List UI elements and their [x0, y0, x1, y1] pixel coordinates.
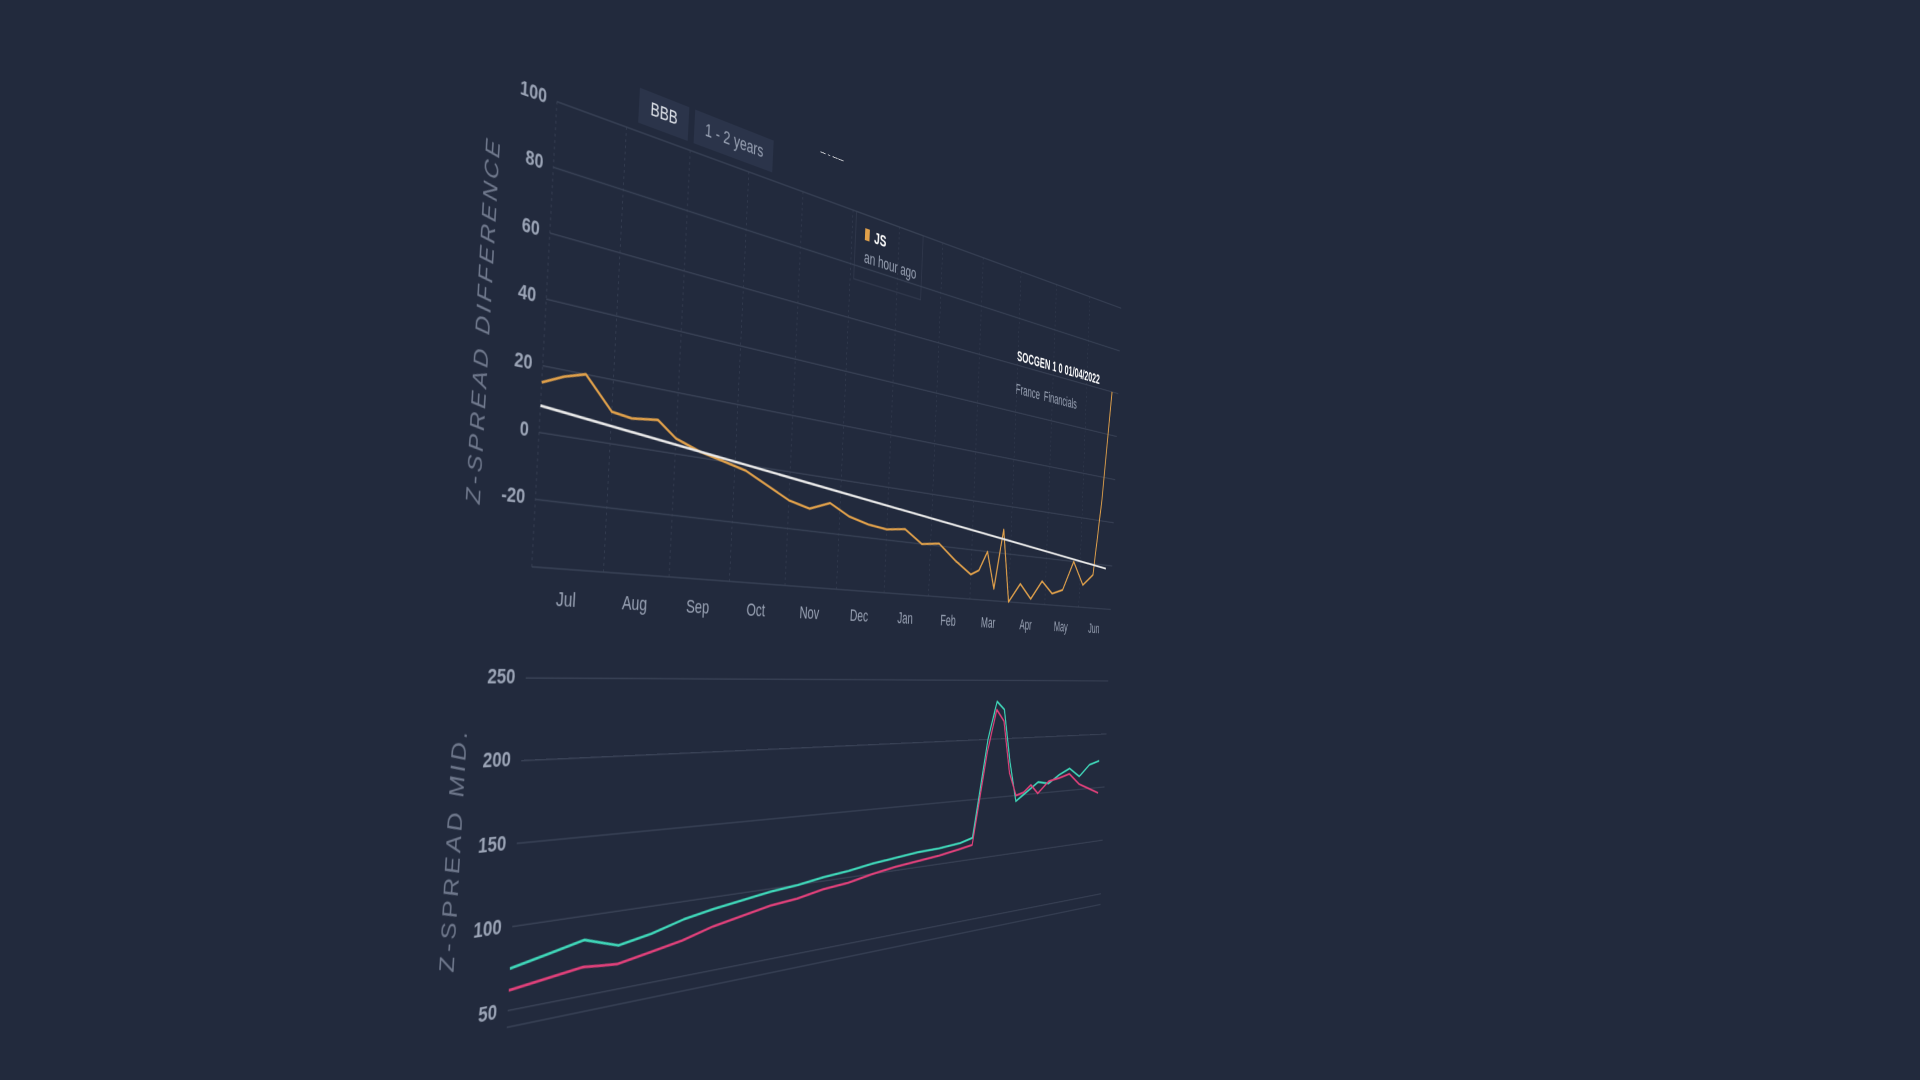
x-tick-label: Aug [621, 592, 647, 615]
note-icon [864, 228, 870, 242]
y-tick-label: -20 [501, 483, 526, 509]
grid-line [508, 894, 1101, 1011]
x-tick-label: Oct [746, 600, 766, 621]
note-time: an hour ago [864, 248, 917, 283]
data-line [509, 708, 1101, 991]
grid-line [557, 102, 1121, 309]
x-tick-label: Sep [686, 596, 710, 618]
grid-line [970, 258, 983, 599]
y-tick-label: 60 [521, 212, 540, 240]
x-tick-label: Apr [1019, 616, 1032, 633]
note-label: JS [874, 229, 887, 251]
grid-line [603, 127, 626, 572]
bond-sector: Financials [1044, 388, 1078, 412]
grid-line [512, 840, 1102, 926]
grid-line [884, 227, 899, 593]
tag[interactable]: BBB [638, 87, 690, 141]
grid-line [550, 233, 1118, 394]
bond-country: France [1015, 381, 1040, 403]
grid-line [526, 678, 1109, 681]
x-tick-label: Dec [849, 606, 868, 626]
y-tick-label: 150 [477, 831, 507, 858]
y-tick-label: 40 [517, 280, 536, 308]
tag[interactable]: 1 - 2 years [693, 109, 774, 173]
data-line [510, 700, 1101, 968]
x-tick-label: Nov [799, 603, 820, 623]
grid-line [553, 167, 1119, 351]
x-tick-label: Jan [897, 609, 913, 628]
grid-line [669, 150, 690, 576]
y-axis-title: Z-SPREAD DIFFERENCE [462, 133, 505, 506]
y-tick-label: 20 [514, 347, 533, 374]
grid-line [1009, 272, 1022, 602]
y-tick-label: 80 [525, 146, 544, 175]
grid-line [1045, 285, 1057, 605]
grid-line [729, 172, 748, 581]
grid-line [785, 192, 803, 586]
grid-line [535, 499, 1112, 566]
data-line [535, 406, 1108, 569]
y-tick-label: 50 [478, 999, 498, 1027]
x-tick-label: Jul [555, 588, 576, 612]
y-tick-label: 100 [473, 915, 503, 943]
x-tick-label: May [1054, 618, 1069, 635]
grid-line [521, 734, 1106, 761]
y-tick-label: 100 [520, 76, 548, 109]
y-axis-title: Z-SPREAD MID. [435, 727, 472, 976]
x-tick-label: Mar [981, 614, 996, 632]
chart-title: 2022 [820, 137, 845, 165]
x-tick-label: Jun [1088, 621, 1100, 637]
y-tick-label: 200 [482, 748, 511, 773]
grid-line [836, 210, 853, 589]
bond-name: SOCGEN 1 0 01/04/2022 [1017, 348, 1100, 388]
grid-line [543, 366, 1116, 480]
y-tick-label: 250 [487, 665, 516, 689]
y-tick-label: 0 [519, 417, 529, 442]
x-tick-label: Feb [940, 611, 956, 629]
chart-plane: 2022 BBB 1 - 2 years JS an hour ago SOCG… [435, 76, 1137, 1080]
